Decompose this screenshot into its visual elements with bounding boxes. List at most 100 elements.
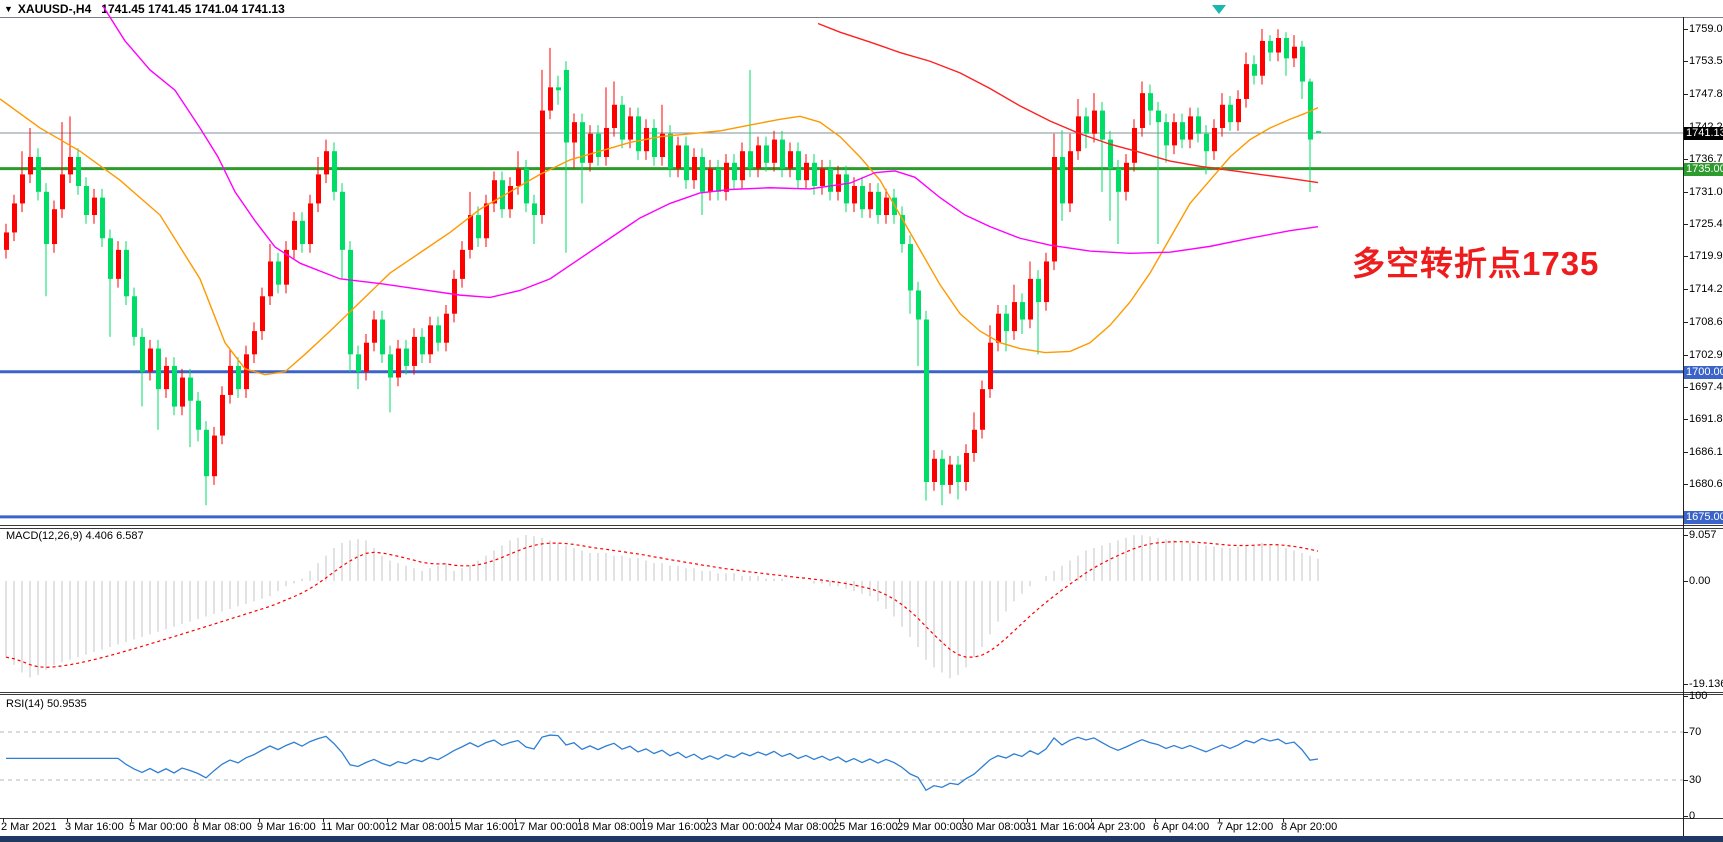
price-tick xyxy=(1683,61,1688,62)
scroll-shift-marker-icon[interactable] xyxy=(1212,5,1226,14)
time-tick xyxy=(835,818,836,822)
time-tick xyxy=(387,818,388,822)
price-tick-label: 1702.95 xyxy=(1689,349,1723,361)
price-tick-label: 1719.90 xyxy=(1689,250,1723,262)
price-tick xyxy=(1683,94,1688,95)
macd-signal-value: 6.587 xyxy=(116,530,144,542)
time-tick-label: 15 Mar 16:00 xyxy=(449,821,514,833)
price-tick xyxy=(1683,322,1688,323)
price-tick-label: 1697.40 xyxy=(1689,381,1723,393)
panel-separator[interactable] xyxy=(0,692,1723,693)
time-tick xyxy=(707,818,708,822)
price-axis-border xyxy=(1683,17,1684,836)
time-tick xyxy=(451,818,452,822)
time-tick-label: 24 Mar 08:00 xyxy=(769,821,834,833)
price-tick-label: 1691.85 xyxy=(1689,413,1723,425)
symbol-timeframe-label: XAUUSD-,H4 xyxy=(17,2,92,16)
indicator-axis-label: 0 xyxy=(1689,810,1696,822)
price-level-badge: 1675.00 xyxy=(1684,511,1723,524)
time-tick xyxy=(1155,818,1156,822)
time-tick-label: 25 Mar 16:00 xyxy=(833,821,898,833)
time-tick-label: 2 Mar 2021 xyxy=(1,821,57,833)
price-tick-label: 1708.65 xyxy=(1689,316,1723,328)
time-tick xyxy=(1091,818,1092,822)
price-tick xyxy=(1683,355,1688,356)
indicator-axis-label: 9.057 xyxy=(1689,529,1717,541)
panel-separator[interactable] xyxy=(0,525,1723,526)
time-tick-label: 23 Mar 00:00 xyxy=(705,821,770,833)
main-price-chart[interactable] xyxy=(0,0,1723,527)
time-tick-label: 9 Mar 16:00 xyxy=(257,821,316,833)
time-tick-label: 11 Mar 00:00 xyxy=(321,821,386,833)
price-tick xyxy=(1683,159,1688,160)
time-tick xyxy=(1219,818,1220,822)
time-tick xyxy=(771,818,772,822)
price-tick xyxy=(1683,289,1688,290)
indicator-tick xyxy=(1683,684,1688,685)
indicator-tick xyxy=(1683,535,1688,536)
price-tick xyxy=(1683,256,1688,257)
macd-panel[interactable] xyxy=(0,527,1723,693)
symbol-dropdown-icon[interactable]: ▼ xyxy=(4,4,13,14)
panel-separator xyxy=(0,694,1723,695)
price-tick-label: 1725.45 xyxy=(1689,218,1723,230)
indicator-tick xyxy=(1683,816,1688,817)
time-tick-label: 5 Mar 00:00 xyxy=(129,821,188,833)
price-tick-label: 1686.15 xyxy=(1689,446,1723,458)
indicator-axis-label: 0.00 xyxy=(1689,575,1711,587)
price-tick xyxy=(1683,452,1688,453)
price-tick xyxy=(1683,387,1688,388)
time-tick-label: 8 Mar 08:00 xyxy=(193,821,252,833)
price-level-badge: 1700.00 xyxy=(1684,366,1723,379)
indicator-axis-label: -19.136 xyxy=(1689,678,1723,690)
macd-label: MACD(12,26,9) 4.406 6.587 xyxy=(6,530,144,542)
time-tick-label: 8 Apr 20:00 xyxy=(1281,821,1338,833)
time-tick-label: 17 Mar 00:00 xyxy=(513,821,578,833)
price-tick-label: 1753.50 xyxy=(1689,55,1723,67)
price-tick xyxy=(1683,224,1688,225)
rsi-panel[interactable] xyxy=(0,693,1723,819)
price-tick xyxy=(1683,484,1688,485)
price-tick-label: 1759.05 xyxy=(1689,23,1723,35)
time-tick xyxy=(259,818,260,822)
time-axis-border xyxy=(0,818,1723,819)
time-tick xyxy=(131,818,132,822)
chart-title: ▼ XAUUSD-,H4 1741.45 1741.45 1741.04 1741.… xyxy=(4,2,285,16)
indicator-axis-label: 70 xyxy=(1689,726,1702,738)
price-tick xyxy=(1683,192,1688,193)
indicator-tick xyxy=(1683,581,1688,582)
panel-separator xyxy=(0,528,1723,529)
price-tick xyxy=(1683,29,1688,30)
time-tick xyxy=(643,818,644,822)
time-tick-label: 6 Apr 04:00 xyxy=(1153,821,1210,833)
time-tick xyxy=(899,818,900,822)
time-tick xyxy=(515,818,516,822)
time-tick-label: 29 Mar 00:00 xyxy=(897,821,962,833)
indicator-tick xyxy=(1683,780,1688,781)
time-tick-label: 7 Apr 12:00 xyxy=(1217,821,1274,833)
macd-main-value: 4.406 xyxy=(85,530,114,542)
time-tick xyxy=(1027,818,1028,822)
time-tick-label: 3 Mar 16:00 xyxy=(65,821,124,833)
indicator-tick xyxy=(1683,732,1688,733)
annotation-text: 多空转折点1735 xyxy=(1352,245,1600,282)
time-tick-label: 19 Mar 16:00 xyxy=(641,821,706,833)
time-tick xyxy=(963,818,964,822)
price-tick xyxy=(1683,419,1688,420)
time-tick xyxy=(579,818,580,822)
price-tick-label: 1680.60 xyxy=(1689,478,1723,490)
price-level-badge: 1735.00 xyxy=(1684,163,1723,176)
time-tick xyxy=(1283,818,1284,822)
indicator-axis-label: 100 xyxy=(1689,690,1708,702)
time-tick-label: 30 Mar 08:00 xyxy=(961,821,1026,833)
ohlc-readout: 1741.45 1741.45 1741.04 1741.13 xyxy=(101,2,285,16)
price-tick-label: 1747.80 xyxy=(1689,88,1723,100)
time-tick xyxy=(195,818,196,822)
time-tick xyxy=(67,818,68,822)
rsi-label: RSI(14) 50.9535 xyxy=(6,698,87,710)
time-tick-label: 12 Mar 08:00 xyxy=(385,821,450,833)
bottom-strip xyxy=(0,836,1723,842)
time-tick-label: 18 Mar 08:00 xyxy=(577,821,642,833)
top-border xyxy=(0,17,1723,18)
time-tick xyxy=(3,818,4,822)
